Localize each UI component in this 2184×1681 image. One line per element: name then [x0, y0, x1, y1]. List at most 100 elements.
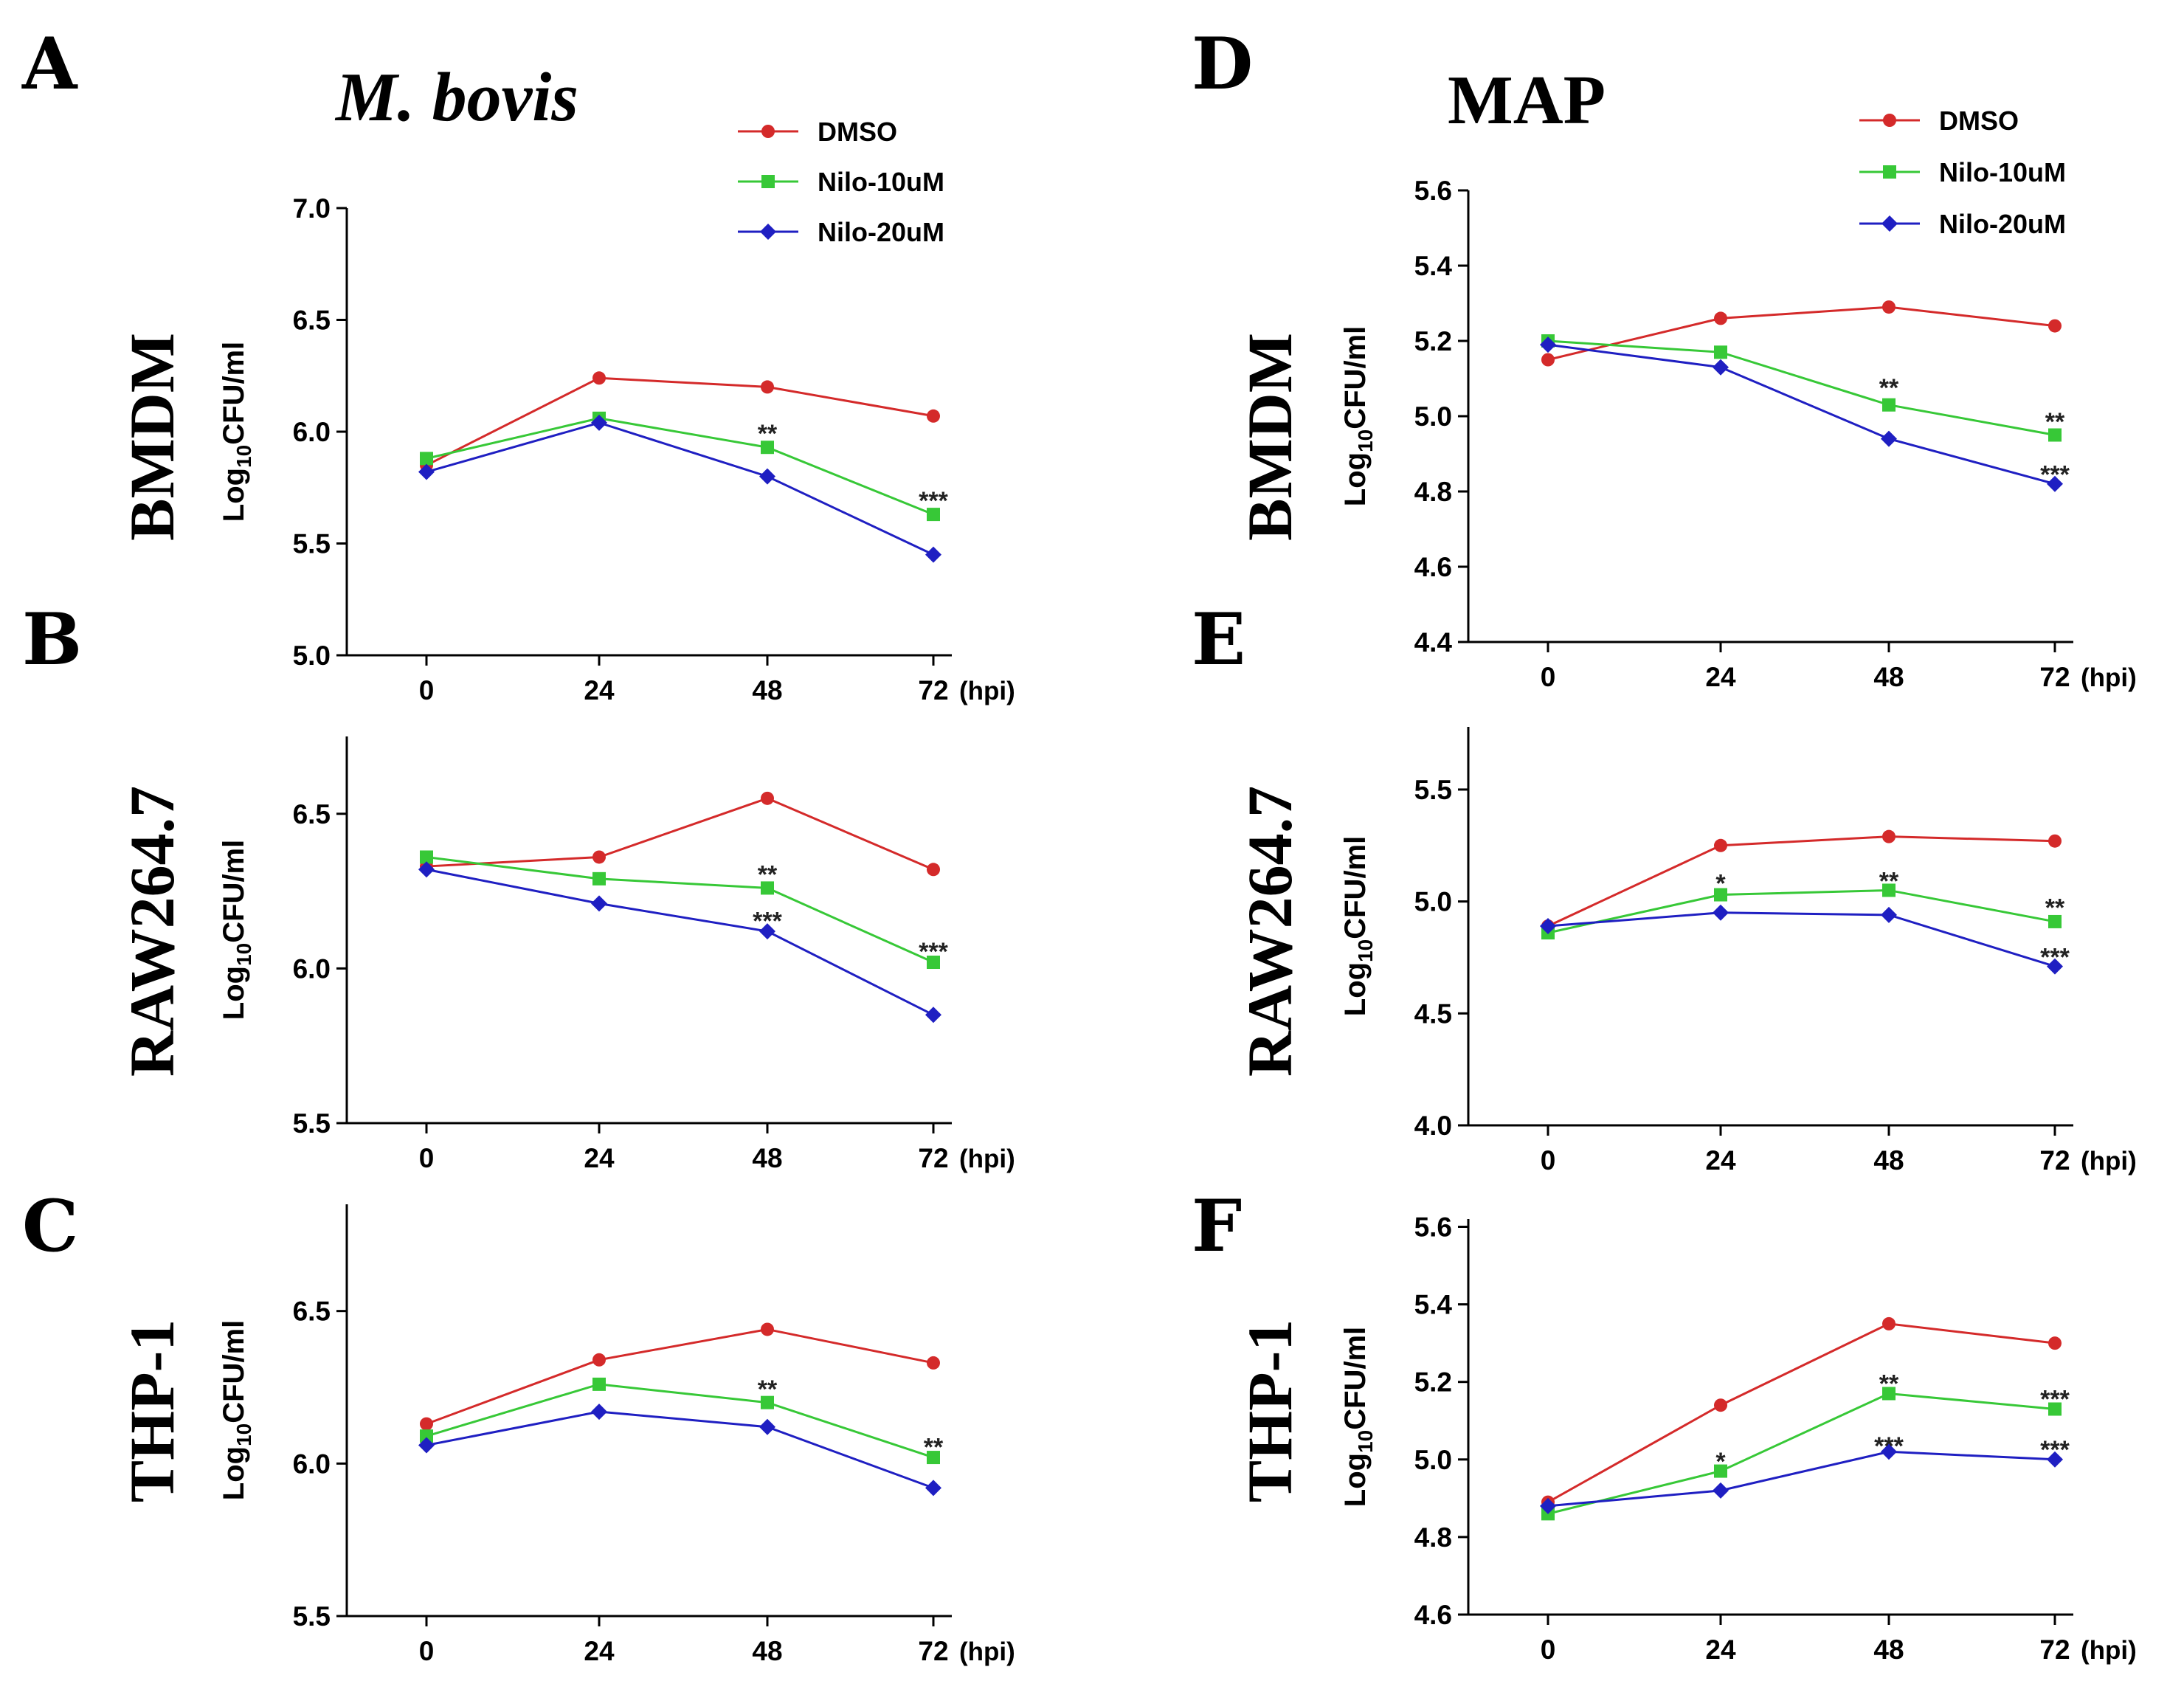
legend-marker-nilo-10um [761, 175, 775, 188]
significance-label: *** [1874, 1432, 1904, 1460]
data-point-nilo-10um [2048, 914, 2062, 928]
y-tick-label: 5.6 [1414, 176, 1452, 206]
data-point-nilo-10um [927, 956, 940, 970]
data-point-dmso [420, 1417, 433, 1431]
y-tick-label: 4.0 [1414, 1111, 1452, 1141]
y-axis-title-main: Log [218, 966, 250, 1020]
data-point-dmso [592, 1353, 606, 1367]
x-tick-label: 24 [1705, 662, 1736, 692]
data-point-dmso [761, 1322, 774, 1336]
legend-marker-nilo-20um [760, 224, 776, 240]
data-point-nilo-20um [1881, 1443, 1897, 1460]
cell-type-label: THP-1 [117, 1319, 187, 1502]
significance-label: ** [758, 420, 778, 448]
y-tick-label: 7.0 [293, 193, 331, 224]
y-tick-label: 5.6 [1414, 1212, 1452, 1243]
y-axis-title: Log10CFU/ml [218, 1320, 255, 1500]
x-tick-label: 72 [2039, 662, 2070, 692]
series-nilo-20um [418, 861, 941, 1024]
series-line-nilo-10um [426, 1383, 934, 1459]
data-point-nilo-10um [420, 1429, 433, 1443]
x-tick-label: 72 [918, 1143, 948, 1173]
panel-letter: C [22, 1184, 78, 1268]
y-axis-title-subscript: 10 [1354, 939, 1377, 962]
data-point-nilo-10um [1714, 1464, 1727, 1478]
legend-item-nilo-20um: Nilo-20uM [738, 217, 944, 247]
x-tick-label: 0 [1541, 662, 1556, 692]
x-tick-label: 48 [752, 675, 782, 705]
data-point-dmso [592, 850, 606, 864]
significance-label: * [1715, 1448, 1726, 1476]
legend-marker-dmso [1883, 114, 1896, 127]
data-point-dmso [1714, 1398, 1727, 1412]
y-axis-title-subscript: 10 [232, 445, 255, 468]
series-dmso [420, 371, 940, 472]
data-point-nilo-10um [2048, 1402, 2062, 1416]
series-line-dmso [1547, 1322, 2056, 1503]
series-nilo-10um [1541, 1387, 2062, 1521]
data-point-nilo-20um [591, 414, 607, 431]
x-tick-label: 72 [2039, 1145, 2070, 1176]
data-point-nilo-10um [927, 1451, 940, 1465]
significance-label: *** [2040, 1386, 2070, 1414]
panel-e: E RAW264.7 4.0 4.5 5.0 5.5 0 24 48 72 (hpi) Log10CF… [1192, 598, 2137, 1176]
y-tick-label: 4.6 [1414, 552, 1452, 582]
x-axis-unit-label: (hpi) [2081, 663, 2137, 692]
series-nilo-20um [418, 414, 941, 563]
legend-item-nilo-20um: Nilo-20uM [1859, 209, 2066, 239]
series-dmso [420, 791, 940, 877]
axes: 4.0 4.5 5.0 5.5 0 24 48 72 (hpi) Log10CFU/ml [1339, 727, 2137, 1176]
legend-item-nilo-10um: Nilo-10uM [738, 167, 944, 197]
legend-item-dmso: DMSO [1859, 106, 2019, 136]
legend-left: DMSO Nilo-10uM Nilo-20uM [738, 117, 944, 247]
y-tick-label: 5.5 [293, 1108, 331, 1139]
series-dmso [1541, 1316, 2062, 1509]
x-tick-label: 0 [1541, 1635, 1556, 1665]
y-axis-title: Log10CFU/ml [218, 840, 255, 1020]
data-point-nilo-10um [592, 1377, 606, 1391]
data-point-dmso [2048, 834, 2062, 848]
data-point-nilo-20um [591, 1404, 607, 1421]
x-axis-unit-label: (hpi) [959, 1145, 1015, 1173]
significance-label: ** [2045, 894, 2065, 922]
data-point-dmso [927, 1356, 940, 1370]
series-nilo-10um [420, 850, 940, 970]
panel-a: A BMDM 5.0 5.5 6.0 6.5 7.0 0 24 48 72 (hpi) Log10CFU… [21, 22, 1015, 705]
y-axis-title-main: Log [218, 1446, 250, 1500]
series-nilo-20um [1540, 904, 2063, 975]
data-point-dmso [761, 380, 774, 394]
series-nilo-10um [420, 1377, 940, 1465]
legend-right: DMSO Nilo-10uM Nilo-20uM [1859, 106, 2066, 239]
axes: 4.6 4.8 5.0 5.2 5.4 5.6 0 24 48 72 (hpi) Log10CFU/m… [1339, 1212, 2137, 1665]
series-dmso [1541, 300, 2062, 367]
data-point-nilo-10um [592, 871, 606, 886]
data-point-nilo-10um [420, 850, 433, 864]
header-left-organism: M. bovis [334, 59, 578, 136]
y-axis-title-subscript: 10 [1354, 1430, 1377, 1453]
data-point-nilo-20um [1540, 336, 1556, 353]
data-point-nilo-10um [761, 441, 774, 455]
data-point-nilo-10um [1882, 1387, 1896, 1401]
data-point-dmso [927, 409, 940, 423]
series-nilo-20um [1540, 1443, 2063, 1514]
data-point-dmso [927, 863, 940, 877]
y-tick-label: 4.4 [1414, 627, 1453, 657]
data-point-nilo-20um [759, 923, 775, 940]
axes: 5.0 5.5 6.0 6.5 7.0 0 24 48 72 (hpi) Log10CFU/ml [218, 193, 1015, 705]
axes: 5.5 6.0 6.5 0 24 48 72 (hpi) Log10CFU/ml [218, 736, 1015, 1173]
x-tick-label: 0 [419, 1143, 435, 1173]
data-point-dmso [1882, 829, 1896, 843]
x-tick-label: 72 [918, 1636, 948, 1666]
y-axis-title-subscript: 10 [1354, 429, 1377, 452]
x-tick-label: 72 [2039, 1635, 2070, 1665]
significance-label: ** [1879, 374, 1899, 402]
x-tick-label: 72 [918, 675, 948, 705]
y-axis-title: Log10CFU/ml [1339, 326, 1377, 506]
panel-f: F THP-1 4.6 4.8 5.0 5.2 5.4 5.6 0 24 48 72 (hpi) Log1… [1192, 1184, 2137, 1665]
legend-item-dmso: DMSO [738, 117, 897, 147]
y-axis-title-tail: CFU/ml [1339, 1327, 1372, 1430]
data-point-nilo-20um [418, 1437, 435, 1454]
y-axis-title-tail: CFU/ml [218, 342, 250, 445]
panel-letter: A [21, 22, 78, 106]
